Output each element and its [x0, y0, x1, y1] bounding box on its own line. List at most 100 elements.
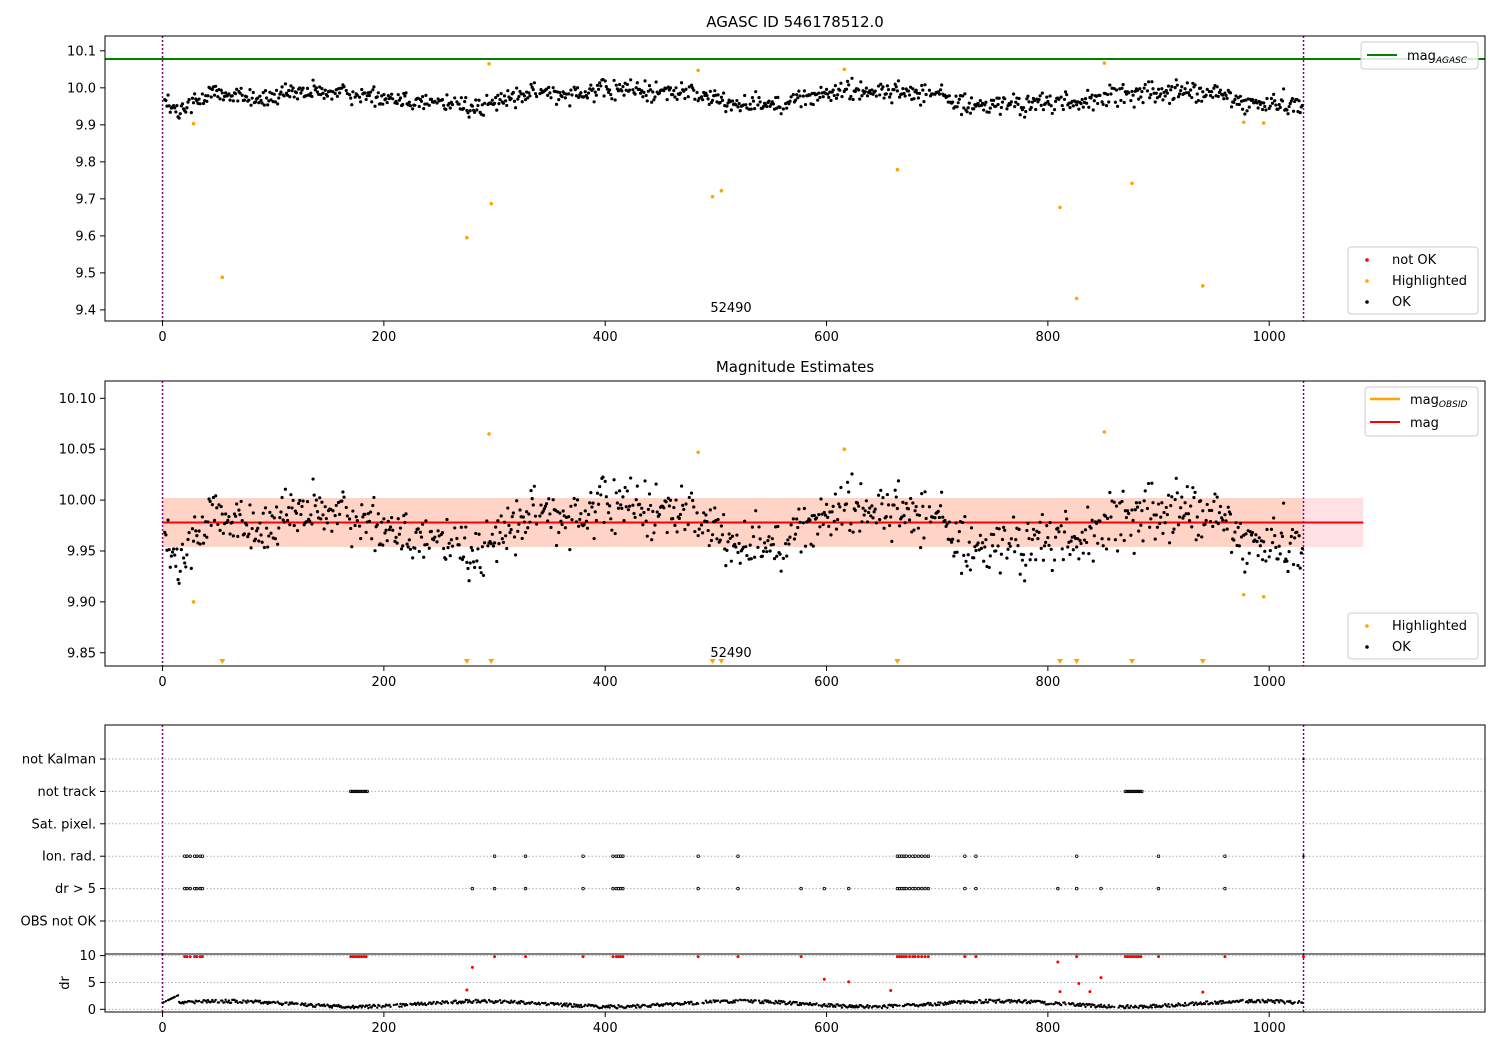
- ok-point: [1205, 502, 1209, 507]
- below-range-marker: [219, 659, 226, 664]
- ok-point: [1226, 505, 1230, 509]
- ok-point: [848, 528, 852, 533]
- dr-outlier-point: [493, 955, 497, 959]
- ok-point: [1130, 508, 1134, 512]
- ok-point: [674, 498, 678, 502]
- ok-point: [788, 535, 792, 539]
- dr-outlier-point: [847, 980, 851, 984]
- ok-point: [541, 509, 545, 513]
- ok-point: [997, 527, 1001, 531]
- ok-point: [1170, 85, 1174, 89]
- ok-point: [367, 519, 372, 523]
- ok-point: [517, 95, 521, 99]
- ok-point: [1254, 533, 1258, 537]
- ok-point: [1085, 101, 1089, 105]
- ok-point: [901, 87, 905, 91]
- ok-point: [858, 529, 862, 533]
- ok-point: [466, 111, 470, 115]
- not-track-flag: [348, 789, 353, 794]
- ok-point: [584, 93, 588, 98]
- ok-point: [873, 507, 877, 511]
- ok-point: [743, 519, 747, 523]
- ok-point: [640, 506, 644, 510]
- dr-point: [716, 999, 720, 1002]
- dr-outlier-point: [1132, 955, 1136, 959]
- ok-point: [370, 100, 374, 104]
- ok-point: [957, 97, 961, 101]
- ion-rad-flag: [611, 854, 615, 858]
- ok-point: [498, 530, 502, 535]
- ok-point: [506, 89, 510, 93]
- ok-point: [979, 546, 984, 550]
- ok-point: [344, 505, 348, 510]
- dr-gt-5-flag: [185, 886, 189, 891]
- ok-point: [987, 565, 991, 570]
- ok-point: [220, 512, 224, 516]
- dr-point: [420, 1001, 423, 1004]
- ok-point: [1288, 541, 1292, 545]
- ok-point: [1031, 527, 1036, 531]
- ok-point: [719, 95, 724, 99]
- highlighted-point: [1261, 594, 1266, 599]
- ok-point: [634, 498, 638, 502]
- ok-point: [497, 102, 501, 106]
- ok-point: [924, 92, 928, 97]
- ok-point: [260, 540, 264, 544]
- dr-point: [616, 1007, 619, 1010]
- ok-point: [876, 493, 881, 497]
- ok-point: [610, 528, 614, 532]
- ok-point: [1063, 509, 1068, 513]
- ok-point: [1176, 95, 1181, 99]
- highlighted-point: [842, 447, 847, 451]
- not-track-flag: [352, 789, 356, 794]
- ok-point: [822, 510, 826, 515]
- ok-point: [621, 495, 625, 499]
- ok-point: [206, 520, 210, 524]
- ok-point: [189, 566, 193, 570]
- ok-point: [216, 95, 220, 99]
- ok-point: [608, 504, 612, 508]
- dr-point: [993, 999, 996, 1002]
- ok-point: [959, 571, 964, 575]
- ok-point: [312, 84, 316, 88]
- not-track-flag: [355, 789, 360, 794]
- ok-point: [787, 542, 791, 546]
- ok-point: [1163, 94, 1167, 98]
- dr-point: [242, 999, 245, 1002]
- ok-point: [673, 95, 677, 99]
- dr-xtick-label: 200: [371, 1021, 396, 1036]
- ok-point: [1169, 504, 1173, 508]
- ok-point: [227, 92, 231, 96]
- dr-point: [329, 1004, 332, 1008]
- dr-point: [1213, 1000, 1217, 1003]
- agasc-panel: AGASC ID 546178512.0 0 200 400 600 800 10009.…: [67, 13, 1486, 345]
- ok-point: [1204, 518, 1208, 523]
- ok-point: [300, 504, 304, 509]
- dr-point: [176, 994, 180, 997]
- ok-point: [849, 522, 853, 526]
- ok-point: [734, 103, 738, 107]
- ok-point: [463, 99, 467, 104]
- dr-point: [383, 1005, 387, 1008]
- ok-point: [1210, 90, 1214, 94]
- ok-point: [330, 529, 334, 533]
- ok-point: [662, 506, 666, 510]
- dr-point: [1179, 1004, 1182, 1007]
- ion-rad-flag: [621, 854, 625, 858]
- dr-outlier-point: [183, 955, 187, 959]
- dr-outlier-point: [1058, 990, 1062, 994]
- dr-point: [984, 998, 988, 1002]
- ok-point: [686, 522, 690, 527]
- dr-outlier-point: [902, 955, 906, 959]
- mag-obsid-legend-label: magOBSID: [1410, 393, 1468, 410]
- ok-point: [453, 526, 457, 530]
- ok-point: [869, 514, 873, 518]
- ok-point: [1041, 108, 1046, 112]
- agasc-xtick-label: 0: [158, 330, 166, 345]
- ok-point: [1189, 504, 1193, 508]
- ok-point: [886, 503, 891, 507]
- ok-point: [390, 516, 394, 520]
- dr-point: [1217, 1002, 1220, 1006]
- ok-point: [319, 517, 323, 521]
- ok-point: [394, 535, 398, 539]
